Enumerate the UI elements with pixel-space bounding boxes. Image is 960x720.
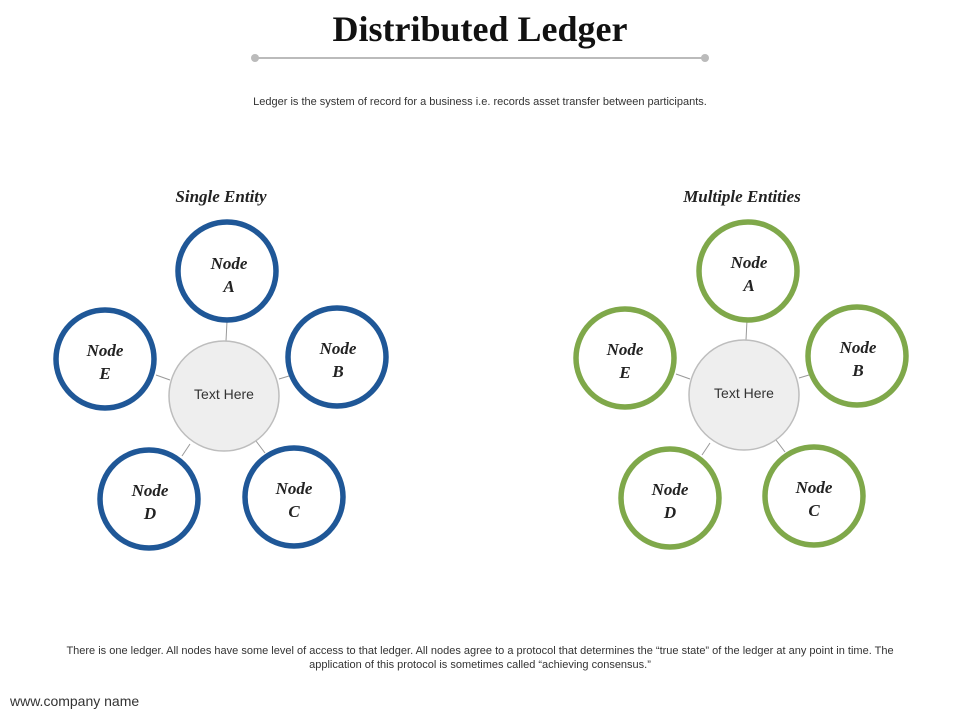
- connector-d: [181, 443, 191, 457]
- title-divider: [251, 54, 709, 62]
- node-c: Node C: [242, 445, 346, 549]
- node-a-letter: A: [742, 276, 754, 295]
- footer-note: There is one ledger. All nodes have some…: [66, 645, 894, 671]
- connector-d: [701, 442, 711, 456]
- connector-a: [225, 320, 228, 342]
- node-b-letter: B: [851, 361, 863, 380]
- connector-a: [745, 319, 748, 341]
- node-a-name: Node: [210, 254, 248, 273]
- node-c-name: Node: [795, 478, 833, 497]
- hub-label: Text Here: [194, 386, 254, 402]
- node-b-name: Node: [319, 339, 357, 358]
- node-c-letter: C: [288, 502, 300, 521]
- node-a-name: Node: [730, 253, 768, 272]
- node-e-name: Node: [86, 341, 124, 360]
- node-d-letter: D: [663, 503, 676, 522]
- node-b-name: Node: [839, 338, 877, 357]
- node-a: Node A: [696, 219, 800, 323]
- connector-c: [775, 439, 786, 453]
- connector-b: [798, 374, 810, 379]
- node-e-name: Node: [606, 340, 644, 359]
- hub-label: Text Here: [714, 385, 774, 401]
- subtitle: Ledger is the system of record for a bus…: [253, 96, 707, 108]
- node-a: Node A: [175, 219, 279, 323]
- node-e: Node E: [53, 307, 157, 411]
- node-e-letter: E: [618, 363, 630, 382]
- single-entity-diagram: Single Entity Text Here Node A Node B No…: [53, 187, 389, 551]
- node-a-letter: A: [222, 277, 234, 296]
- page-title: Distributed Ledger: [332, 9, 628, 49]
- multiple-entities-diagram: Multiple Entities Text Here Node A Node …: [573, 187, 909, 550]
- node-b-letter: B: [331, 362, 343, 381]
- node-d-name: Node: [651, 480, 689, 499]
- node-d-letter: D: [143, 504, 156, 523]
- node-c: Node C: [762, 444, 866, 548]
- node-e: Node E: [573, 306, 677, 410]
- connector-lines: [155, 320, 290, 457]
- node-c-letter: C: [808, 501, 820, 520]
- connector-lines: [675, 319, 810, 456]
- single-entity-heading: Single Entity: [175, 187, 267, 206]
- node-c-name: Node: [275, 479, 313, 498]
- node-e-letter: E: [98, 364, 110, 383]
- node-d: Node D: [618, 446, 722, 550]
- multiple-entities-heading: Multiple Entities: [682, 187, 801, 206]
- connector-b: [278, 375, 290, 380]
- connector-e: [675, 373, 691, 380]
- node-b: Node B: [285, 305, 389, 409]
- node-d: Node D: [97, 447, 201, 551]
- hub-circle: [168, 340, 280, 452]
- connector-e: [155, 374, 171, 381]
- footer-url: www.company name: [10, 693, 140, 709]
- hub-circle: [688, 339, 800, 451]
- connector-c: [255, 440, 266, 454]
- node-b: Node B: [805, 304, 909, 408]
- node-d-name: Node: [131, 481, 169, 500]
